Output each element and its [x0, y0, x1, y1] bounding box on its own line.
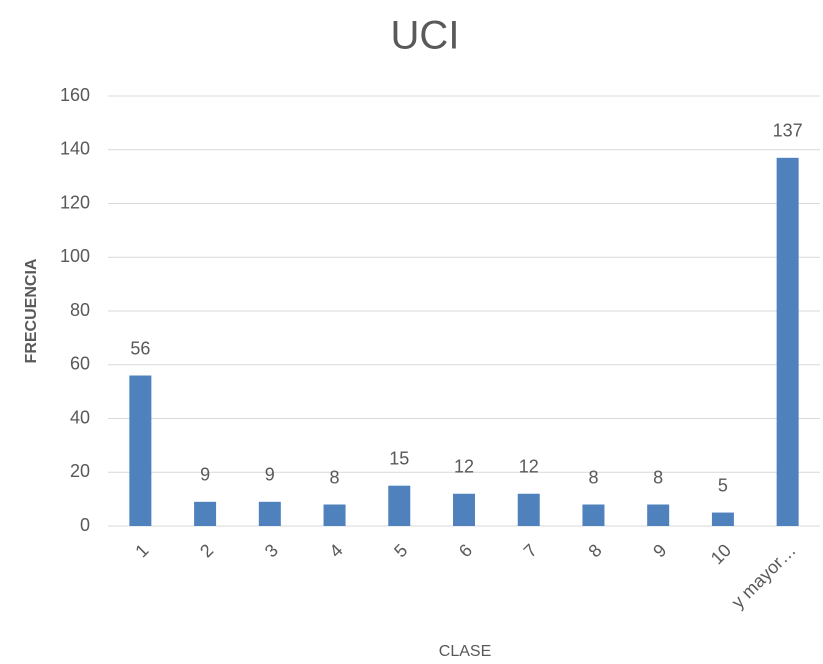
x-tick-label: 6 [455, 540, 476, 561]
y-tick-label: 120 [60, 192, 90, 212]
x-axis-label: CLASE [439, 643, 491, 660]
y-tick-label: 20 [70, 461, 90, 481]
data-label: 8 [653, 467, 663, 487]
bar [711, 512, 734, 526]
bar [582, 504, 605, 526]
x-tick-label: 7 [520, 540, 541, 561]
x-tick-label: 9 [649, 540, 670, 561]
x-tick-label: 2 [196, 540, 217, 561]
bar [323, 504, 346, 526]
data-label: 8 [330, 467, 340, 487]
data-label: 9 [265, 465, 275, 485]
y-tick-label: 100 [60, 246, 90, 266]
y-tick-label: 60 [70, 354, 90, 374]
data-label: 56 [130, 338, 150, 358]
y-tick-label: 40 [70, 407, 90, 427]
y-axis-label: FRECUENCIA [23, 258, 40, 363]
data-label: 12 [454, 457, 474, 477]
chart-title: UCI [391, 14, 460, 58]
bar [647, 504, 670, 526]
data-label: 8 [588, 467, 598, 487]
bar [258, 501, 281, 526]
x-tick-label: 10 [707, 540, 735, 568]
data-label: 15 [389, 448, 409, 468]
bar [453, 493, 475, 526]
data-label: 137 [773, 121, 803, 141]
data-label: 9 [200, 465, 210, 485]
x-tick-label: y mayor… [728, 540, 800, 612]
y-tick-label: 140 [60, 139, 90, 159]
y-tick-label: 80 [70, 300, 90, 320]
data-label: 5 [718, 475, 728, 495]
x-tick-label: 5 [390, 540, 411, 561]
x-tick-label: 3 [261, 540, 282, 561]
data-label: 12 [519, 457, 539, 477]
bar [129, 375, 152, 526]
x-tick-label: 4 [326, 540, 347, 561]
bar [388, 485, 411, 526]
bar [776, 157, 799, 526]
bar [517, 493, 540, 526]
x-tick-label: 8 [584, 540, 605, 561]
y-tick-label: 160 [60, 85, 90, 105]
y-tick-label: 0 [80, 515, 90, 535]
x-tick-label: 1 [131, 540, 152, 561]
bar [194, 501, 217, 526]
